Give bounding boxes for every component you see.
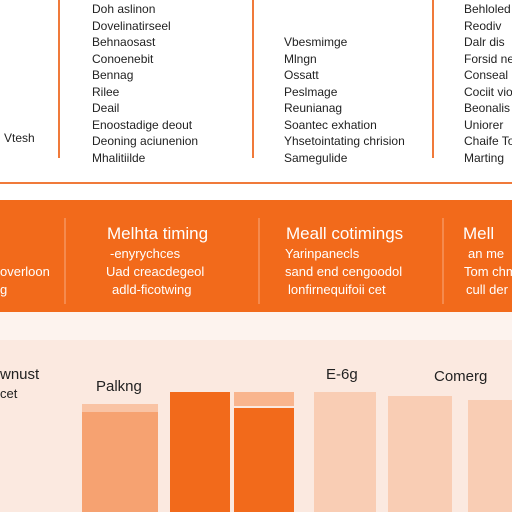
bar-cap — [234, 392, 294, 406]
chart-label: wnust — [0, 366, 40, 383]
list-item: Deoning aciunenion — [92, 134, 199, 148]
bar — [170, 392, 230, 512]
list-item: Mlngn — [284, 51, 317, 66]
list-item: Cociit vio — [464, 84, 512, 99]
list-item: Dovelinatirseel — [92, 18, 171, 33]
list-item: Doh aslinon — [92, 2, 156, 16]
list-item: Deail — [92, 101, 120, 115]
chart-label: cet — [0, 386, 18, 401]
list-item: Mhalitiilde — [92, 150, 146, 165]
band-line: Yarinpanecls — [285, 246, 360, 261]
bar — [234, 408, 294, 512]
band-line: an me — [468, 246, 505, 261]
section-divider — [0, 182, 512, 184]
bar — [468, 400, 512, 512]
list-item: Soantec exhation — [284, 117, 377, 132]
band-line: Tom chm — [464, 264, 512, 279]
band-line: Uad creacdegeol — [106, 264, 205, 279]
column-divider — [432, 0, 434, 158]
band-line: overloon — [0, 264, 50, 279]
list-item: Vbesmimge — [284, 35, 348, 49]
text-column-2: Vbesmimge Mlngn Ossatt Peslmage Reunianag Soa… — [284, 34, 405, 166]
band-line: -enyrychces — [110, 246, 181, 261]
band-title: Mell — [463, 224, 495, 243]
text-column-3: Behloled Reodiv Dalr dis Forsid ne Conseal Co… — [464, 1, 512, 166]
band-line: g — [0, 282, 8, 297]
list-item: Behloled — [464, 2, 511, 16]
list-item: Dalr dis — [464, 35, 505, 49]
chart-label: E-6g — [326, 366, 358, 383]
list-item: Conoenebit — [92, 51, 154, 66]
bar — [314, 392, 376, 512]
list-item: Forsid ne — [464, 51, 512, 66]
list-item: Uniorer — [464, 117, 504, 132]
list-item: Conseal — [464, 68, 509, 82]
column-divider — [58, 0, 60, 158]
list-item: Samegulide — [284, 150, 348, 165]
band-divider — [442, 218, 444, 304]
band-line: adld-ficotwing — [112, 282, 192, 297]
band-divider — [258, 218, 260, 304]
list-item: Reunianag — [284, 101, 343, 115]
list-item: Yhsetointating chrision — [284, 134, 405, 148]
list-item: Rilee — [92, 84, 120, 99]
list-item: Peslmage — [284, 84, 338, 99]
text-column-1: Doh aslinon Dovelinatirseel Behnaosast Cono… — [92, 1, 198, 166]
row-label: Vtesh — [4, 130, 35, 147]
column-divider — [252, 0, 254, 158]
bar — [82, 404, 158, 512]
band-title: Meall cotimings — [286, 224, 404, 243]
left-label: Vtesh — [4, 131, 35, 145]
band-line: sand end cengoodol — [285, 264, 403, 279]
feature-band: overloon g Melhta timing -enyrychces Uad… — [0, 200, 512, 312]
band-title: Melhta timing — [107, 224, 209, 243]
list-item: Beonalis — [464, 101, 511, 115]
chart-label: Palkng — [96, 378, 142, 395]
chart-label: Comerg — [434, 368, 488, 385]
band-divider — [64, 218, 66, 304]
chart-section: wnust cet Palkng E-6g Comerg — [0, 312, 512, 512]
list-item: Enoostadige deout — [92, 117, 193, 132]
list-item: Ossatt — [284, 68, 319, 82]
list-item: Bennag — [92, 68, 134, 82]
band-line: cull der — [466, 282, 508, 297]
list-item: Chaife To — [464, 134, 512, 148]
text-section: Vtesh Doh aslinon Dovelinatirseel Behnaosa… — [0, 0, 512, 186]
bar — [388, 396, 452, 512]
bar-chart — [82, 392, 512, 512]
list-item: Marting — [464, 150, 505, 165]
bar-cap — [82, 404, 158, 412]
list-item: Reodiv — [464, 18, 502, 33]
band-line: lonfirnequifoii cet — [288, 282, 386, 297]
list-item: Behnaosast — [92, 35, 156, 49]
